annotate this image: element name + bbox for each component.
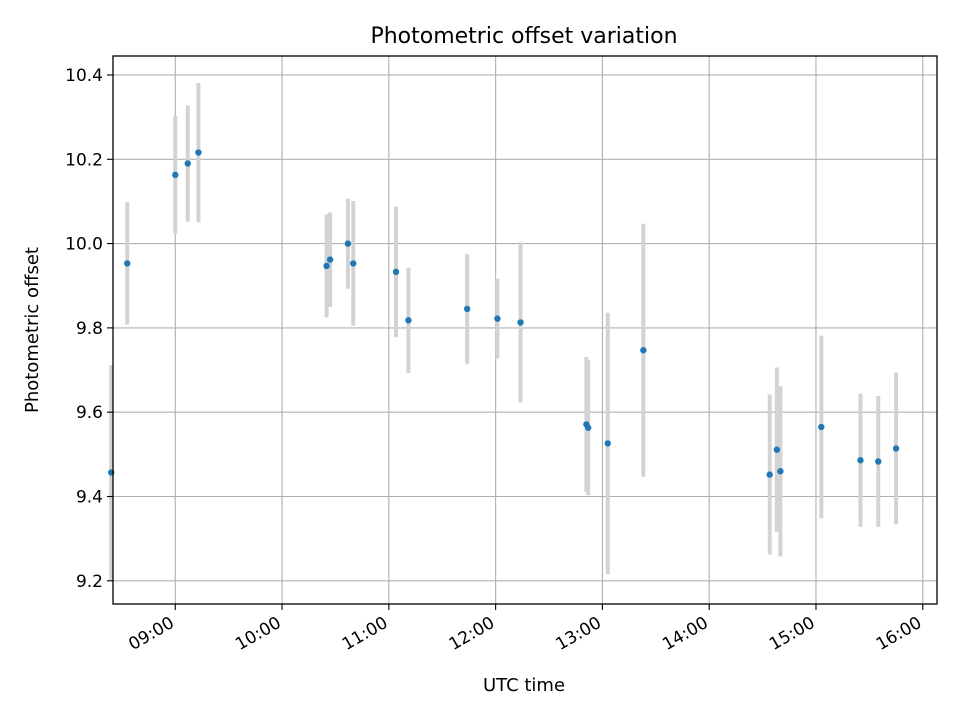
data-point — [405, 317, 412, 324]
data-point — [892, 445, 900, 452]
error-bar-layer — [109, 82, 899, 580]
x-tick-label: 10:00 — [232, 613, 284, 655]
data-point — [184, 160, 191, 167]
y-tick-label: 9.8 — [76, 319, 103, 339]
x-tick-label: 11:00 — [339, 613, 391, 655]
data-point — [773, 446, 781, 453]
x-tick-label: 16:00 — [873, 613, 925, 655]
data-point — [777, 468, 784, 475]
data-point — [124, 260, 131, 267]
data-point — [875, 458, 882, 465]
data-point — [344, 240, 352, 247]
data-point — [766, 471, 773, 478]
data-point — [195, 149, 202, 156]
data-point — [463, 305, 471, 313]
x-axis-label: UTC time — [483, 675, 565, 696]
grid-layer — [113, 56, 937, 604]
y-tick-label: 10.4 — [65, 66, 103, 86]
chart-title: Photometric offset variation — [370, 24, 677, 49]
data-point — [857, 457, 864, 464]
x-tick-label: 09:00 — [125, 613, 177, 655]
y-tick-label: 10.0 — [65, 235, 103, 255]
data-point — [494, 315, 501, 322]
plot-frame — [112, 55, 938, 605]
data-point — [392, 268, 400, 276]
data-point — [604, 440, 611, 447]
data-point — [584, 424, 592, 431]
data-point — [323, 262, 330, 270]
y-tick-label: 9.2 — [76, 572, 103, 592]
data-point — [350, 260, 357, 267]
y-tick-label: 9.4 — [76, 488, 103, 508]
x-tick-label: 13:00 — [552, 613, 604, 655]
data-point — [818, 423, 825, 431]
x-tick-label: 14:00 — [659, 613, 711, 655]
x-tick-label: 15:00 — [766, 613, 818, 655]
data-point — [326, 256, 334, 263]
x-tick-label: 12:00 — [446, 613, 498, 655]
data-point — [517, 319, 524, 326]
y-tick-label: 10.2 — [65, 150, 103, 170]
data-point — [640, 347, 647, 354]
y-tick-label: 9.6 — [76, 403, 103, 423]
y-axis-label: Photometric offset — [22, 247, 43, 413]
data-point — [172, 171, 179, 179]
